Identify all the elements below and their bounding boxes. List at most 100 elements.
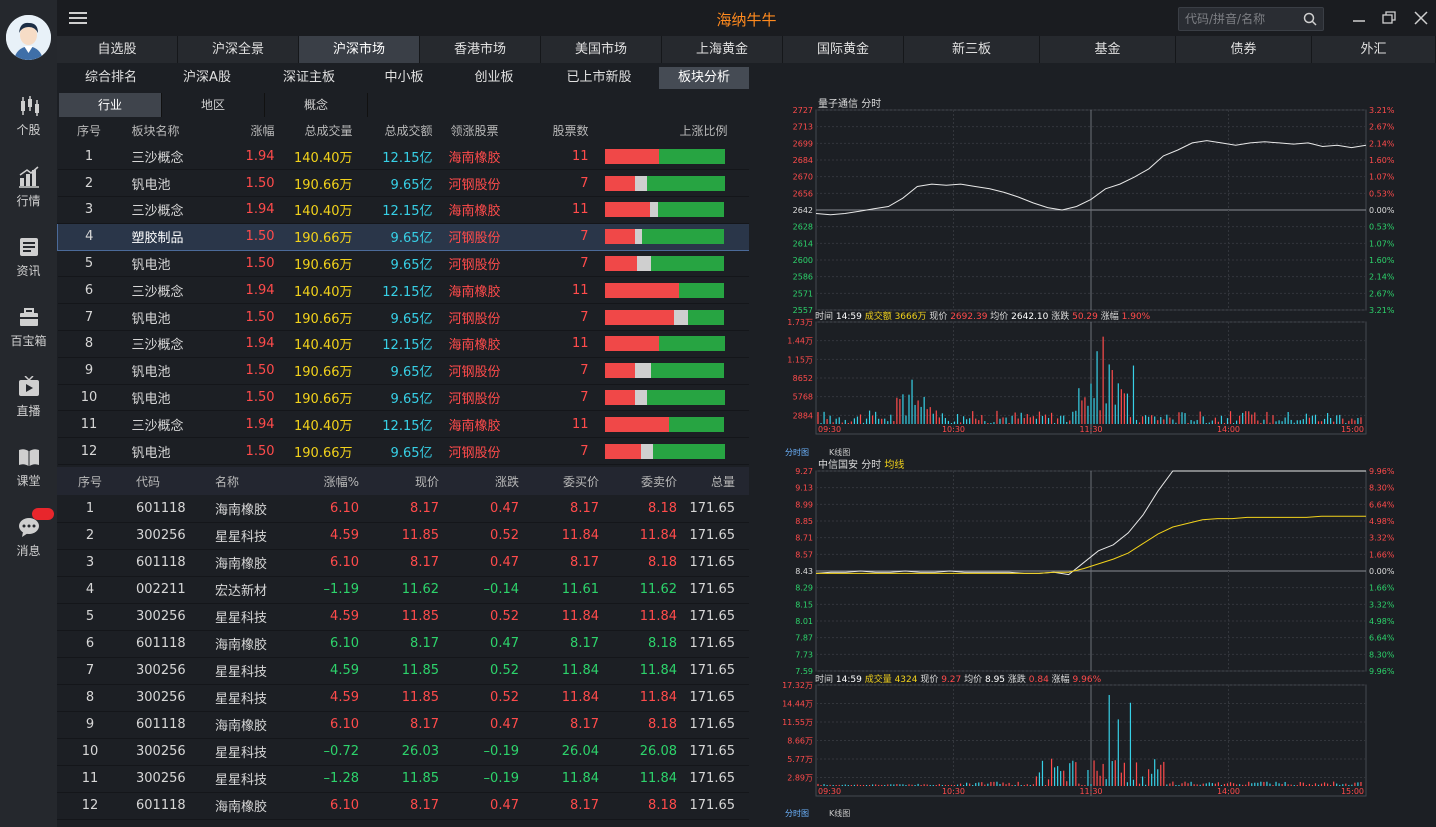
sector-row[interactable]: 2 钒电池 1.50 190.66万 9.65亿 河钢股份 7 (57, 169, 750, 198)
sector-row[interactable]: 10 钒电池 1.50 190.66万 9.65亿 河钢股份 7 (57, 384, 750, 412)
stock-row[interactable]: 9 601118 海南橡胶 6.10 8.17 0.47 8.17 8.18 171.65 (57, 711, 749, 739)
leading-stock[interactable]: 河钢股份 (432, 169, 517, 198)
leading-stock[interactable]: 河钢股份 (432, 250, 517, 278)
sector-header-2[interactable]: 涨幅 (200, 117, 275, 143)
tab-market-2[interactable]: 沪深市场 (299, 36, 420, 63)
sector-header-1[interactable]: 板块名称 (120, 117, 201, 143)
tab-sub-2[interactable]: 深证主板 (282, 70, 335, 85)
tab-sub-0[interactable]: 综合排名 (84, 70, 137, 85)
sidebar-item-stock[interactable]: 个股 (0, 95, 57, 155)
user-avatar[interactable] (6, 15, 51, 60)
sector-row[interactable]: 4 塑胶制品 1.50 190.66万 9.65亿 河钢股份 7 (57, 222, 750, 251)
stock-row[interactable]: 10 300256 星星科技 –0.72 26.03 –0.19 26.04 26.08 171… (57, 738, 749, 766)
stock-header-2[interactable]: 名称 (201, 467, 275, 495)
leading-stock[interactable]: 海南橡胶 (432, 276, 517, 305)
tab-market-6[interactable]: 国际黄金 (783, 36, 904, 63)
leading-stock[interactable]: 河钢股份 (432, 384, 517, 412)
chart-tab-0[interactable]: 分时图 (785, 808, 809, 818)
stock-header-8[interactable]: 总量 (677, 467, 749, 495)
leading-stock[interactable]: 河钢股份 (432, 303, 517, 332)
tab-sub-6[interactable]: 板块分析 (659, 67, 749, 89)
sector-row[interactable]: 1 三沙概念 1.94 140.40万 12.15亿 海南橡胶 11 (57, 143, 750, 171)
sector-header-4[interactable]: 总成交额 (352, 117, 433, 143)
message-icon (18, 518, 39, 537)
menu-icon[interactable] (69, 12, 87, 24)
tab-market-9[interactable]: 债券 (1176, 36, 1312, 63)
sidebar-item-live[interactable]: 直播 (0, 376, 57, 436)
stock-header-1[interactable]: 代码 (123, 467, 201, 495)
tab-market-8[interactable]: 基金 (1040, 36, 1176, 63)
sector-header-5[interactable]: 领涨股票 (432, 117, 517, 143)
stock-row[interactable]: 4 002211 宏达新材 –1.19 11.62 –0.14 11.61 11.62 171.… (57, 576, 749, 604)
stock-header-0[interactable]: 序号 (57, 467, 123, 495)
tab-market-4[interactable]: 美国市场 (541, 36, 662, 63)
leading-stock[interactable]: 海南橡胶 (432, 196, 517, 224)
ask-price: 8.18 (599, 549, 677, 577)
bar-flat (634, 229, 642, 245)
leading-stock[interactable]: 海南橡胶 (432, 143, 517, 171)
sector-header-0[interactable]: 序号 (57, 117, 121, 143)
sidebar-item-class[interactable]: 课堂 (0, 446, 57, 506)
sector-header-6[interactable]: 股票数 (516, 117, 589, 143)
tab-category-2[interactable]: 概念 (265, 93, 368, 117)
tab-category-0[interactable]: 行业 (59, 93, 162, 117)
row-no: 2 (57, 169, 121, 198)
search-box[interactable] (1178, 7, 1324, 31)
minimize-icon[interactable] (1350, 9, 1368, 27)
tab-category-1[interactable]: 地区 (162, 93, 265, 117)
sector-row[interactable]: 3 三沙概念 1.94 140.40万 12.15亿 海南橡胶 11 (57, 196, 750, 224)
stock-row[interactable]: 7 300256 星星科技 4.59 11.85 0.52 11.84 11.84 171.65 (57, 657, 749, 685)
stock-name: 海南橡胶 (201, 711, 275, 739)
stock-row[interactable]: 3 601118 海南橡胶 6.10 8.17 0.47 8.17 8.18 171.65 (57, 549, 749, 577)
sector-row[interactable]: 12 钒电池 1.50 190.66万 9.65亿 河钢股份 7 (57, 437, 750, 466)
search-input[interactable] (1185, 10, 1303, 28)
sidebar-item-market[interactable]: 行情 (0, 166, 57, 226)
restore-icon[interactable] (1380, 9, 1398, 27)
stock-row[interactable]: 12 601118 海南橡胶 6.10 8.17 0.47 8.17 8.18 171.65 (57, 792, 749, 820)
sidebar-item-toolbox[interactable]: 百宝箱 (0, 306, 57, 366)
leading-stock[interactable]: 河钢股份 (432, 437, 517, 466)
sector-row[interactable]: 6 三沙概念 1.94 140.40万 12.15亿 海南橡胶 11 (57, 276, 750, 305)
leading-stock[interactable]: 海南橡胶 (432, 410, 517, 439)
stock-header-6[interactable]: 委买价 (519, 467, 599, 495)
tab-market-10[interactable]: 外汇 (1312, 36, 1436, 63)
stock-row[interactable]: 5 300256 星星科技 4.59 11.85 0.52 11.84 11.84 171.65 (57, 603, 749, 631)
tab-sub-3[interactable]: 中小板 (384, 70, 424, 85)
sidebar-item-message[interactable]: 消息 (0, 508, 57, 576)
tab-sub-1[interactable]: 沪深A股 (183, 70, 231, 85)
leading-stock[interactable]: 河钢股份 (432, 222, 517, 251)
sector-row[interactable]: 7 钒电池 1.50 190.66万 9.65亿 河钢股份 7 (57, 303, 750, 332)
stock-row[interactable]: 8 300256 星星科技 4.59 11.85 0.52 11.84 11.84 171.65 (57, 684, 749, 712)
tab-market-0[interactable]: 自选股 (57, 36, 178, 63)
chart-title: 量子通信 分时 (818, 98, 881, 110)
sector-header-3[interactable]: 总成交量 (274, 117, 353, 143)
stock-header-4[interactable]: 现价 (359, 467, 439, 495)
sector-row[interactable]: 11 三沙概念 1.94 140.40万 12.15亿 海南橡胶 11 (57, 410, 750, 439)
chart-tab-1[interactable]: K线图 (829, 808, 850, 818)
stock-name: 星星科技 (201, 738, 275, 766)
sector-row[interactable]: 5 钒电池 1.50 190.66万 9.65亿 河钢股份 7 (57, 250, 750, 278)
stock-header-7[interactable]: 委卖价 (599, 467, 677, 495)
stock-header-3[interactable]: 涨幅% (275, 467, 359, 495)
tab-sub-5[interactable]: 已上市新股 (566, 70, 632, 85)
tab-market-3[interactable]: 香港市场 (420, 36, 541, 63)
tab-market-1[interactable]: 沪深全景 (178, 36, 299, 63)
tab-market-5[interactable]: 上海黄金 (662, 36, 783, 63)
leading-stock[interactable]: 海南橡胶 (432, 330, 517, 358)
stock-row[interactable]: 11 300256 星星科技 –1.28 11.85 –0.19 11.84 11.84 171… (57, 765, 749, 793)
sector-header-7[interactable]: 上涨比例 (588, 117, 750, 143)
search-icon[interactable] (1303, 12, 1317, 26)
chart-tab-1[interactable]: K线图 (829, 447, 850, 457)
close-icon[interactable] (1412, 9, 1430, 27)
tab-sub-4[interactable]: 创业板 (474, 70, 514, 85)
sidebar-item-news[interactable]: 资讯 (0, 236, 57, 296)
sector-row[interactable]: 8 三沙概念 1.94 140.40万 12.15亿 海南橡胶 11 (57, 330, 750, 358)
chart-tab-0[interactable]: 分时图 (785, 447, 809, 457)
stock-header-5[interactable]: 涨跌 (439, 467, 519, 495)
leading-stock[interactable]: 河钢股份 (432, 357, 517, 385)
tab-market-7[interactable]: 新三板 (904, 36, 1040, 63)
stock-row[interactable]: 1 601118 海南橡胶 6.10 8.17 0.47 8.17 8.18 171.65 (57, 495, 749, 523)
stock-row[interactable]: 6 601118 海南橡胶 6.10 8.17 0.47 8.17 8.18 171.65 (57, 630, 749, 658)
stock-row[interactable]: 2 300256 星星科技 4.59 11.85 0.52 11.84 11.84 171.65 (57, 522, 749, 550)
sector-row[interactable]: 9 钒电池 1.50 190.66万 9.65亿 河钢股份 7 (57, 357, 750, 385)
